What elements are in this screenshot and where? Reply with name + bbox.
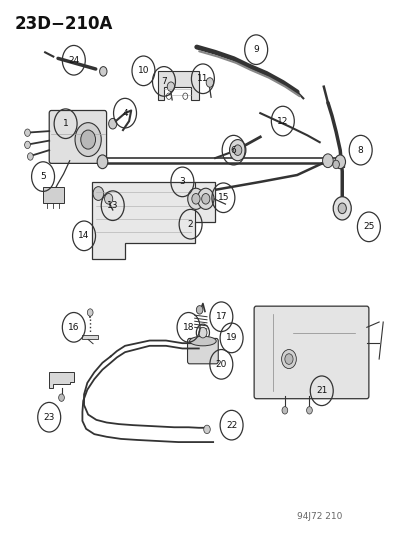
Text: 20: 20 bbox=[215, 360, 226, 369]
Text: 3: 3 bbox=[179, 177, 185, 187]
Text: 23: 23 bbox=[43, 413, 55, 422]
Text: 23D−210A: 23D−210A bbox=[14, 15, 112, 33]
Circle shape bbox=[334, 155, 345, 168]
Circle shape bbox=[332, 160, 339, 168]
Text: 5: 5 bbox=[40, 172, 46, 181]
Text: 1: 1 bbox=[63, 119, 68, 128]
Circle shape bbox=[306, 407, 311, 414]
Text: 19: 19 bbox=[225, 334, 237, 342]
Circle shape bbox=[284, 354, 292, 365]
Polygon shape bbox=[157, 71, 198, 100]
Bar bbox=[43, 187, 64, 203]
Circle shape bbox=[81, 130, 95, 149]
Polygon shape bbox=[49, 372, 74, 388]
Circle shape bbox=[93, 187, 104, 200]
Circle shape bbox=[197, 188, 214, 209]
Circle shape bbox=[196, 305, 202, 314]
Text: 4: 4 bbox=[122, 109, 128, 118]
Circle shape bbox=[75, 123, 101, 157]
Circle shape bbox=[191, 193, 199, 204]
Circle shape bbox=[27, 153, 33, 160]
Circle shape bbox=[187, 188, 204, 209]
Text: 21: 21 bbox=[315, 386, 327, 395]
Circle shape bbox=[337, 203, 346, 214]
Circle shape bbox=[203, 425, 210, 434]
Text: 16: 16 bbox=[68, 323, 79, 332]
Text: 94J72 210: 94J72 210 bbox=[297, 512, 342, 521]
Text: 14: 14 bbox=[78, 231, 90, 240]
Text: 22: 22 bbox=[225, 421, 237, 430]
FancyBboxPatch shape bbox=[49, 110, 106, 164]
Text: 13: 13 bbox=[107, 201, 118, 210]
Circle shape bbox=[59, 394, 64, 401]
Text: 15: 15 bbox=[217, 193, 228, 202]
Text: 11: 11 bbox=[197, 74, 208, 83]
Text: 10: 10 bbox=[138, 66, 149, 75]
Text: 17: 17 bbox=[215, 312, 227, 321]
Circle shape bbox=[104, 193, 112, 204]
Circle shape bbox=[281, 407, 287, 414]
Text: 25: 25 bbox=[362, 222, 374, 231]
Text: 2: 2 bbox=[188, 220, 193, 229]
Ellipse shape bbox=[189, 336, 216, 346]
Text: 12: 12 bbox=[276, 117, 288, 126]
Circle shape bbox=[229, 140, 245, 161]
Text: 9: 9 bbox=[253, 45, 259, 54]
Circle shape bbox=[24, 129, 30, 136]
Circle shape bbox=[24, 141, 30, 149]
Text: 8: 8 bbox=[357, 146, 363, 155]
Circle shape bbox=[108, 118, 116, 129]
Circle shape bbox=[206, 78, 213, 87]
Text: 24: 24 bbox=[68, 56, 79, 64]
Circle shape bbox=[87, 309, 93, 316]
Polygon shape bbox=[82, 335, 98, 340]
Circle shape bbox=[198, 327, 206, 338]
Polygon shape bbox=[92, 182, 215, 259]
Circle shape bbox=[201, 193, 209, 204]
Text: 7: 7 bbox=[161, 77, 166, 86]
FancyBboxPatch shape bbox=[254, 306, 368, 399]
Circle shape bbox=[167, 82, 174, 92]
Circle shape bbox=[281, 350, 296, 368]
FancyBboxPatch shape bbox=[187, 338, 218, 364]
Circle shape bbox=[100, 67, 107, 76]
Circle shape bbox=[332, 197, 350, 220]
Text: 18: 18 bbox=[183, 323, 194, 332]
Text: 6: 6 bbox=[230, 146, 236, 155]
Circle shape bbox=[322, 154, 332, 167]
Circle shape bbox=[97, 155, 107, 168]
Circle shape bbox=[233, 145, 241, 156]
